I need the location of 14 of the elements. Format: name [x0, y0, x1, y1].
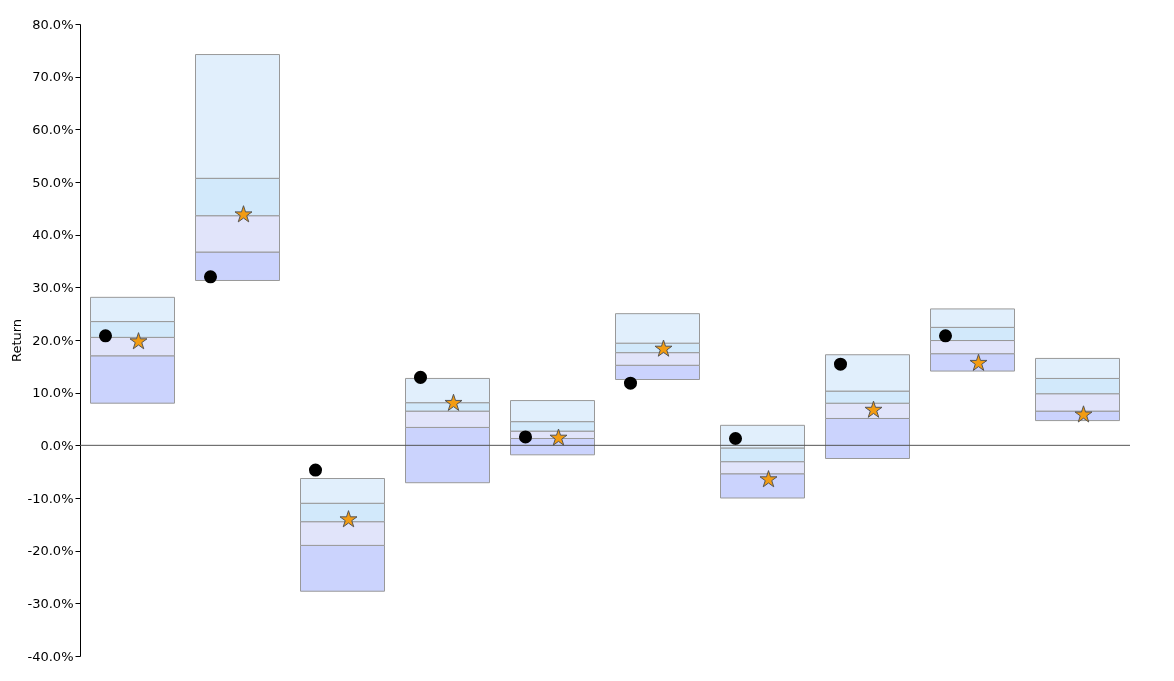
y-tick-label: 20.0% — [32, 332, 74, 348]
y-tick-label: 50.0% — [32, 174, 74, 190]
y-tick-label: -30.0% — [27, 595, 74, 611]
y-tick-label: -40.0% — [27, 648, 74, 664]
y-tick-label: 30.0% — [32, 279, 74, 295]
y-tick-label: 60.0% — [32, 121, 74, 137]
y-tick-label: 80.0% — [32, 16, 74, 32]
y-tick-label: -20.0% — [27, 543, 74, 559]
y-tick-label: -10.0% — [27, 490, 74, 506]
y-tick-label: 0.0% — [40, 437, 74, 453]
y-tick-label: 10.0% — [32, 385, 74, 401]
y-axis-title: Return — [8, 318, 24, 363]
y-tick-label: 70.0% — [32, 69, 74, 85]
y-tick-label: 40.0% — [32, 227, 74, 243]
